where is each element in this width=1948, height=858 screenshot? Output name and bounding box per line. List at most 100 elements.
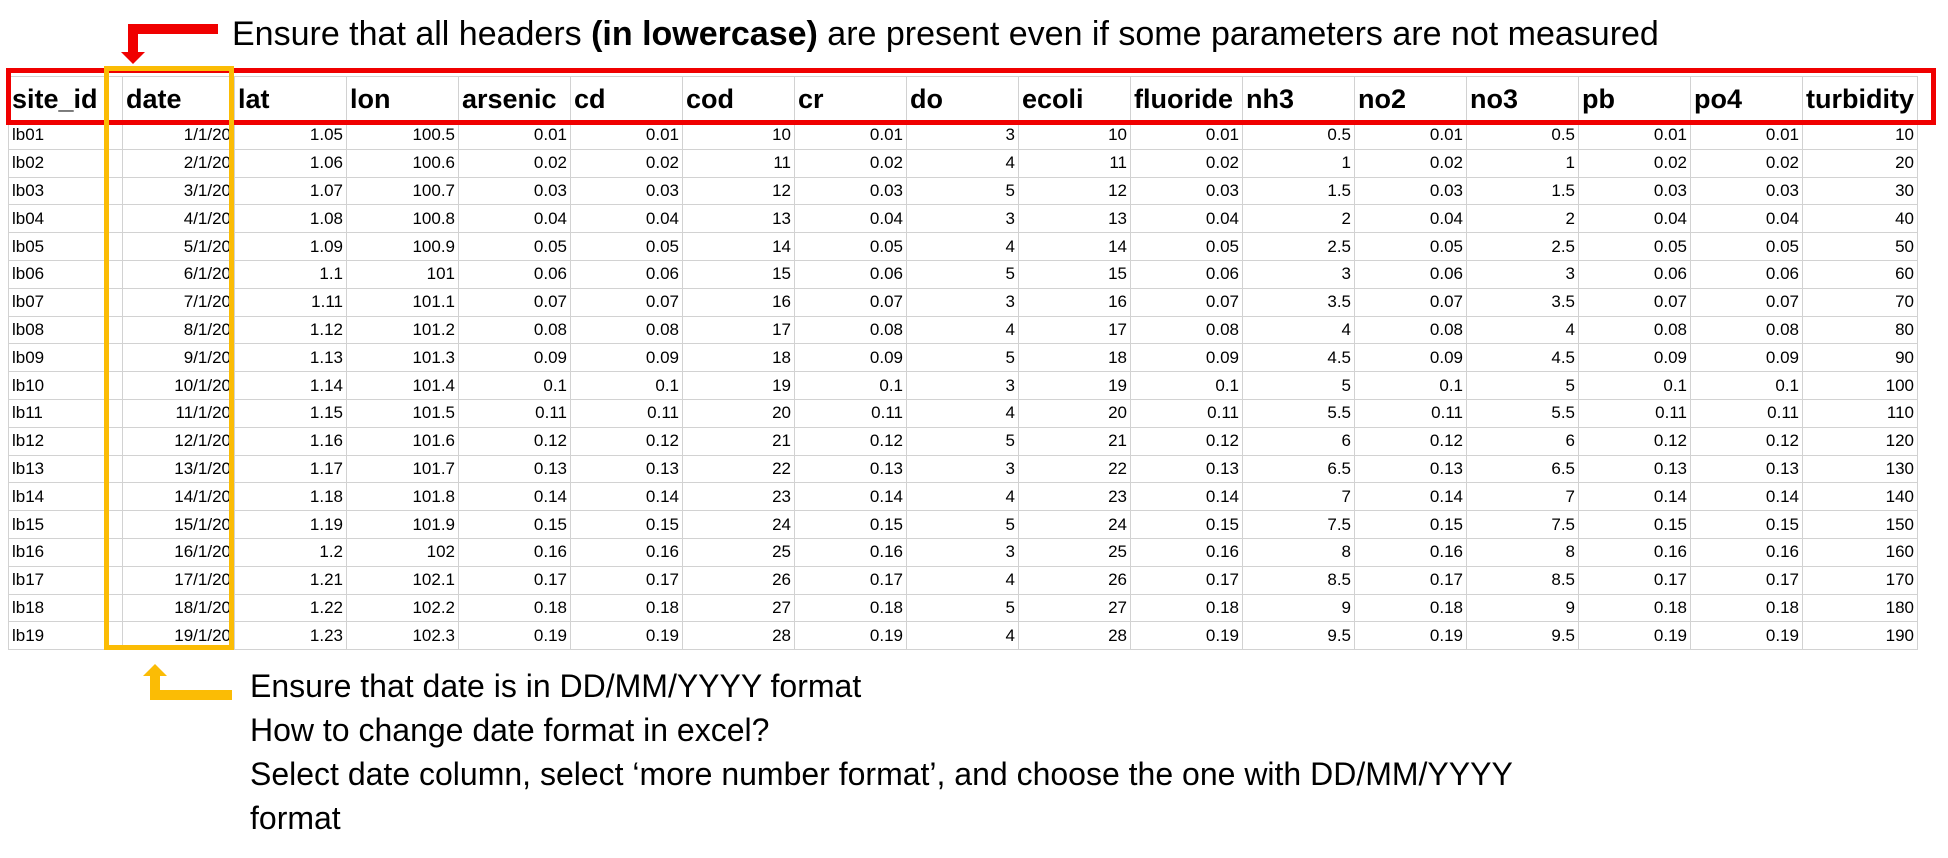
table-cell[interactable]: lb14: [8, 482, 123, 512]
table-cell[interactable]: 1.23: [234, 621, 347, 651]
table-cell[interactable]: 0.06: [1130, 259, 1243, 289]
table-cell[interactable]: 0.16: [1130, 537, 1243, 567]
table-cell[interactable]: 0.04: [1354, 204, 1467, 234]
table-cell[interactable]: 4: [906, 148, 1019, 178]
table-cell[interactable]: 0.05: [1354, 232, 1467, 261]
table-cell[interactable]: 0.11: [458, 398, 571, 428]
table-cell[interactable]: 0.04: [1578, 204, 1691, 234]
table-cell[interactable]: 0.14: [458, 482, 571, 512]
table-cell[interactable]: 1.18: [234, 482, 347, 512]
table-cell[interactable]: 0.18: [1354, 593, 1467, 623]
table-cell[interactable]: 1.21: [234, 565, 347, 595]
table-cell[interactable]: 6/1/20: [122, 259, 235, 289]
table-cell[interactable]: 7: [1242, 482, 1355, 512]
table-cell[interactable]: 21: [1018, 426, 1131, 456]
table-cell[interactable]: 0.15: [1690, 510, 1803, 539]
table-cell[interactable]: 24: [682, 510, 795, 539]
table-cell[interactable]: 0.05: [1690, 232, 1803, 261]
table-cell[interactable]: 0.02: [1690, 148, 1803, 178]
table-cell[interactable]: 1.16: [234, 426, 347, 456]
table-cell[interactable]: 140: [1802, 482, 1918, 512]
table-cell[interactable]: 0.03: [458, 176, 571, 206]
table-cell[interactable]: lb16: [8, 537, 123, 567]
table-cell[interactable]: 25: [1018, 537, 1131, 567]
table-cell[interactable]: 8: [1466, 537, 1579, 567]
table-cell[interactable]: 0.04: [1690, 204, 1803, 234]
table-cell[interactable]: 0.1: [1578, 371, 1691, 400]
table-cell[interactable]: 1: [1466, 148, 1579, 178]
table-cell[interactable]: 16: [1018, 287, 1131, 317]
table-cell[interactable]: 1.17: [234, 454, 347, 484]
table-cell[interactable]: 0.09: [1354, 343, 1467, 373]
table-cell[interactable]: 1.5: [1466, 176, 1579, 206]
table-cell[interactable]: 0.09: [570, 343, 683, 373]
table-cell[interactable]: 3: [1466, 259, 1579, 289]
column-header-turbidity[interactable]: turbidity: [1802, 76, 1918, 122]
table-cell[interactable]: lb03: [8, 176, 123, 206]
table-cell[interactable]: 130: [1802, 454, 1918, 484]
table-cell[interactable]: 0.19: [794, 621, 907, 651]
table-cell[interactable]: 12/1/20: [122, 426, 235, 456]
column-header-lon[interactable]: lon: [346, 76, 459, 122]
table-cell[interactable]: 3: [906, 537, 1019, 567]
table-cell[interactable]: 0.11: [1690, 398, 1803, 428]
table-cell[interactable]: 8.5: [1466, 565, 1579, 595]
table-cell[interactable]: 101.4: [346, 371, 459, 400]
table-cell[interactable]: 16: [682, 287, 795, 317]
table-cell[interactable]: 3: [906, 454, 1019, 484]
table-cell[interactable]: 23: [1018, 482, 1131, 512]
table-cell[interactable]: 0.06: [570, 259, 683, 289]
table-cell[interactable]: 10: [1802, 121, 1918, 150]
column-header-cr[interactable]: cr: [794, 76, 907, 122]
table-cell[interactable]: 50: [1802, 232, 1918, 261]
table-cell[interactable]: 150: [1802, 510, 1918, 539]
table-cell[interactable]: 0.11: [570, 398, 683, 428]
table-cell[interactable]: 100.5: [346, 121, 459, 150]
table-cell[interactable]: lb19: [8, 621, 123, 651]
column-header-do[interactable]: do: [906, 76, 1019, 122]
table-cell[interactable]: 15: [1018, 259, 1131, 289]
table-cell[interactable]: 0.15: [1130, 510, 1243, 539]
table-cell[interactable]: 20: [1802, 148, 1918, 178]
table-cell[interactable]: 23: [682, 482, 795, 512]
table-cell[interactable]: 1.13: [234, 343, 347, 373]
table-cell[interactable]: 18: [682, 343, 795, 373]
table-cell[interactable]: 0.06: [1578, 259, 1691, 289]
table-cell[interactable]: 102.2: [346, 593, 459, 623]
table-cell[interactable]: lb11: [8, 398, 123, 428]
column-header-po4[interactable]: po4: [1690, 76, 1803, 122]
table-cell[interactable]: 0.09: [1578, 343, 1691, 373]
table-cell[interactable]: 1.5: [1242, 176, 1355, 206]
table-cell[interactable]: 101.1: [346, 287, 459, 317]
table-cell[interactable]: 0.17: [794, 565, 907, 595]
table-cell[interactable]: 28: [1018, 621, 1131, 651]
table-cell[interactable]: 18: [1018, 343, 1131, 373]
table-cell[interactable]: 0.17: [1578, 565, 1691, 595]
table-cell[interactable]: 4/1/20: [122, 204, 235, 234]
table-cell[interactable]: 0.12: [1578, 426, 1691, 456]
table-cell[interactable]: 0.06: [1354, 259, 1467, 289]
table-cell[interactable]: 5.5: [1466, 398, 1579, 428]
table-cell[interactable]: 1.05: [234, 121, 347, 150]
table-cell[interactable]: lb02: [8, 148, 123, 178]
table-cell[interactable]: 1.07: [234, 176, 347, 206]
table-cell[interactable]: 0.04: [1130, 204, 1243, 234]
table-cell[interactable]: 1.14: [234, 371, 347, 400]
table-cell[interactable]: 0.02: [794, 148, 907, 178]
table-cell[interactable]: 101.3: [346, 343, 459, 373]
table-cell[interactable]: lb08: [8, 315, 123, 345]
column-header-site-id[interactable]: site_id: [8, 76, 123, 122]
table-cell[interactable]: 0.16: [1578, 537, 1691, 567]
table-cell[interactable]: 22: [682, 454, 795, 484]
table-cell[interactable]: 0.13: [1130, 454, 1243, 484]
table-cell[interactable]: 0.19: [570, 621, 683, 651]
table-cell[interactable]: 0.01: [1354, 121, 1467, 150]
column-header-nh3[interactable]: nh3: [1242, 76, 1355, 122]
table-cell[interactable]: 0.19: [1578, 621, 1691, 651]
table-cell[interactable]: lb13: [8, 454, 123, 484]
table-cell[interactable]: 17: [682, 315, 795, 345]
table-cell[interactable]: 80: [1802, 315, 1918, 345]
table-cell[interactable]: 5: [1242, 371, 1355, 400]
table-cell[interactable]: 0.05: [570, 232, 683, 261]
table-cell[interactable]: lb01: [8, 121, 123, 150]
